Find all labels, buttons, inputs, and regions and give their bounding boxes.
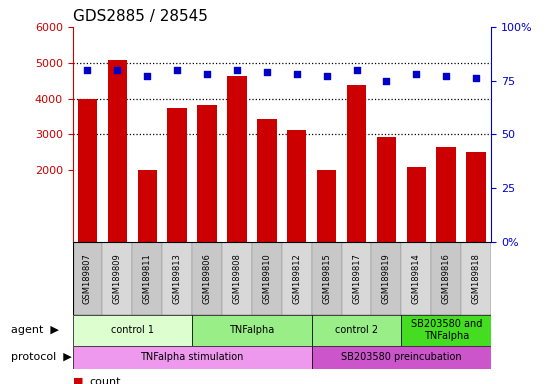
Point bbox=[472, 75, 480, 81]
Text: control 1: control 1 bbox=[111, 325, 154, 335]
Text: agent  ▶: agent ▶ bbox=[11, 325, 59, 335]
Bar bbox=[431, 242, 461, 315]
Bar bbox=[312, 242, 341, 315]
Text: SB203580 preincubation: SB203580 preincubation bbox=[341, 352, 461, 362]
Text: GSM189818: GSM189818 bbox=[472, 253, 480, 304]
Bar bbox=[372, 242, 401, 315]
Bar bbox=[138, 169, 157, 242]
Bar bbox=[347, 85, 366, 242]
Bar bbox=[73, 242, 103, 315]
Text: TNFalpha stimulation: TNFalpha stimulation bbox=[141, 352, 244, 362]
Bar bbox=[222, 242, 252, 315]
Text: TNFalpha: TNFalpha bbox=[229, 325, 275, 335]
Bar bbox=[312, 315, 401, 346]
Point bbox=[442, 73, 451, 79]
Text: GSM189816: GSM189816 bbox=[442, 253, 451, 304]
Bar bbox=[227, 76, 247, 242]
Bar bbox=[287, 130, 306, 242]
Text: GSM189814: GSM189814 bbox=[412, 253, 421, 304]
Bar bbox=[73, 346, 312, 369]
Text: GSM189806: GSM189806 bbox=[203, 253, 211, 304]
Point bbox=[382, 78, 391, 84]
Bar bbox=[436, 147, 456, 242]
Bar bbox=[103, 242, 132, 315]
Bar bbox=[466, 152, 486, 242]
Point bbox=[352, 67, 361, 73]
Text: ■: ■ bbox=[73, 377, 83, 384]
Bar bbox=[257, 119, 277, 242]
Point bbox=[143, 73, 152, 79]
Text: GSM189817: GSM189817 bbox=[352, 253, 361, 304]
Point bbox=[262, 69, 271, 75]
Point bbox=[113, 67, 122, 73]
Text: GSM189808: GSM189808 bbox=[233, 253, 242, 304]
Text: GSM189815: GSM189815 bbox=[322, 253, 331, 304]
Text: GSM189809: GSM189809 bbox=[113, 253, 122, 304]
Bar bbox=[282, 242, 312, 315]
Bar bbox=[407, 167, 426, 242]
Bar bbox=[73, 315, 192, 346]
Text: protocol  ▶: protocol ▶ bbox=[11, 352, 72, 362]
Bar bbox=[312, 346, 491, 369]
Text: GDS2885 / 28545: GDS2885 / 28545 bbox=[73, 9, 208, 24]
Bar bbox=[167, 108, 187, 242]
Bar bbox=[252, 242, 282, 315]
Point bbox=[292, 71, 301, 77]
Bar bbox=[401, 315, 491, 346]
Bar bbox=[162, 242, 192, 315]
Bar bbox=[132, 242, 162, 315]
Point bbox=[173, 67, 182, 73]
Bar bbox=[317, 170, 336, 242]
Bar bbox=[108, 60, 127, 242]
Bar bbox=[341, 242, 372, 315]
Bar bbox=[198, 105, 217, 242]
Bar bbox=[401, 242, 431, 315]
Text: SB203580 and
TNFalpha: SB203580 and TNFalpha bbox=[411, 319, 482, 341]
Bar bbox=[461, 242, 491, 315]
Text: GSM189807: GSM189807 bbox=[83, 253, 92, 304]
Point bbox=[322, 73, 331, 79]
Bar bbox=[377, 137, 396, 242]
Bar bbox=[192, 242, 222, 315]
Text: GSM189813: GSM189813 bbox=[172, 253, 182, 304]
Text: control 2: control 2 bbox=[335, 325, 378, 335]
Point bbox=[203, 71, 211, 77]
Text: GSM189812: GSM189812 bbox=[292, 253, 301, 304]
Point bbox=[412, 71, 421, 77]
Point bbox=[233, 67, 242, 73]
Text: GSM189819: GSM189819 bbox=[382, 253, 391, 304]
Point bbox=[83, 67, 92, 73]
Text: GSM189811: GSM189811 bbox=[143, 253, 152, 304]
Text: count: count bbox=[89, 377, 121, 384]
Bar bbox=[78, 99, 97, 242]
Bar bbox=[192, 315, 312, 346]
Text: GSM189810: GSM189810 bbox=[262, 253, 271, 304]
